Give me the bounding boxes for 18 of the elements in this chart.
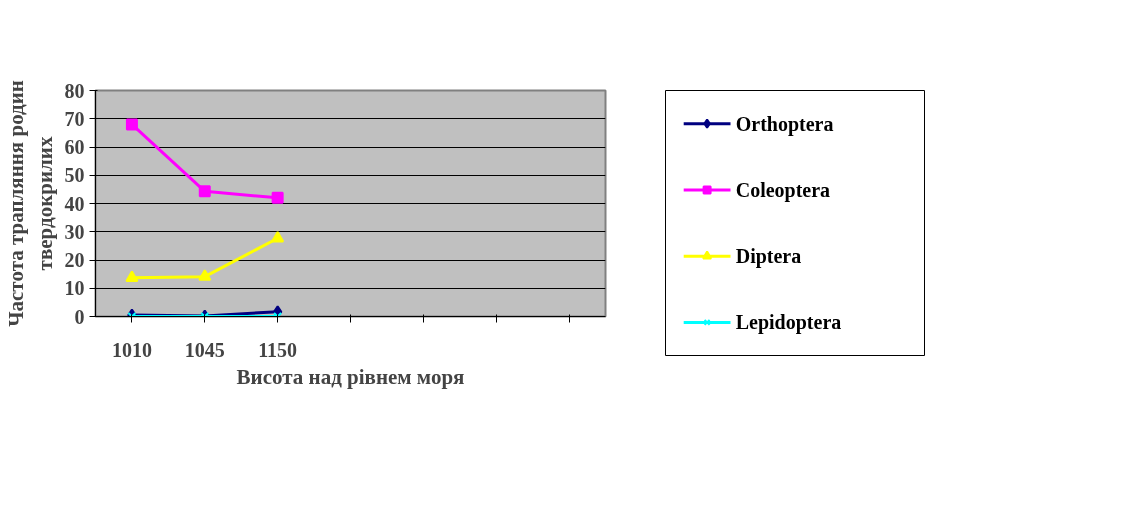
y-tick-label: 30 xyxy=(64,220,85,243)
legend-label: Diptera xyxy=(735,245,802,269)
y-tick-label: 0 xyxy=(74,305,85,328)
x-tick-label: 1150 xyxy=(258,338,298,361)
x-tick-label: 1010 xyxy=(111,338,152,361)
legend-label: Coleoptera xyxy=(735,178,831,202)
y-tick-label: 40 xyxy=(64,192,85,215)
y-tick-label: 80 xyxy=(64,79,85,102)
y-axis-title: Частота трапляння родин твердокрилих xyxy=(3,80,57,327)
y-tick-label: 70 xyxy=(64,107,85,130)
y-tick-label: 10 xyxy=(64,277,85,300)
legend-label: Lepidoptera xyxy=(735,311,842,335)
x-axis-title: Висота над рівнем моря xyxy=(236,364,465,389)
legend-label: Orthoptera xyxy=(735,112,834,136)
y-tick-label: 50 xyxy=(64,164,85,187)
x-tick-label: 1045 xyxy=(184,338,225,361)
y-tick-label: 20 xyxy=(64,249,85,271)
y-tick-label: 60 xyxy=(64,136,85,158)
